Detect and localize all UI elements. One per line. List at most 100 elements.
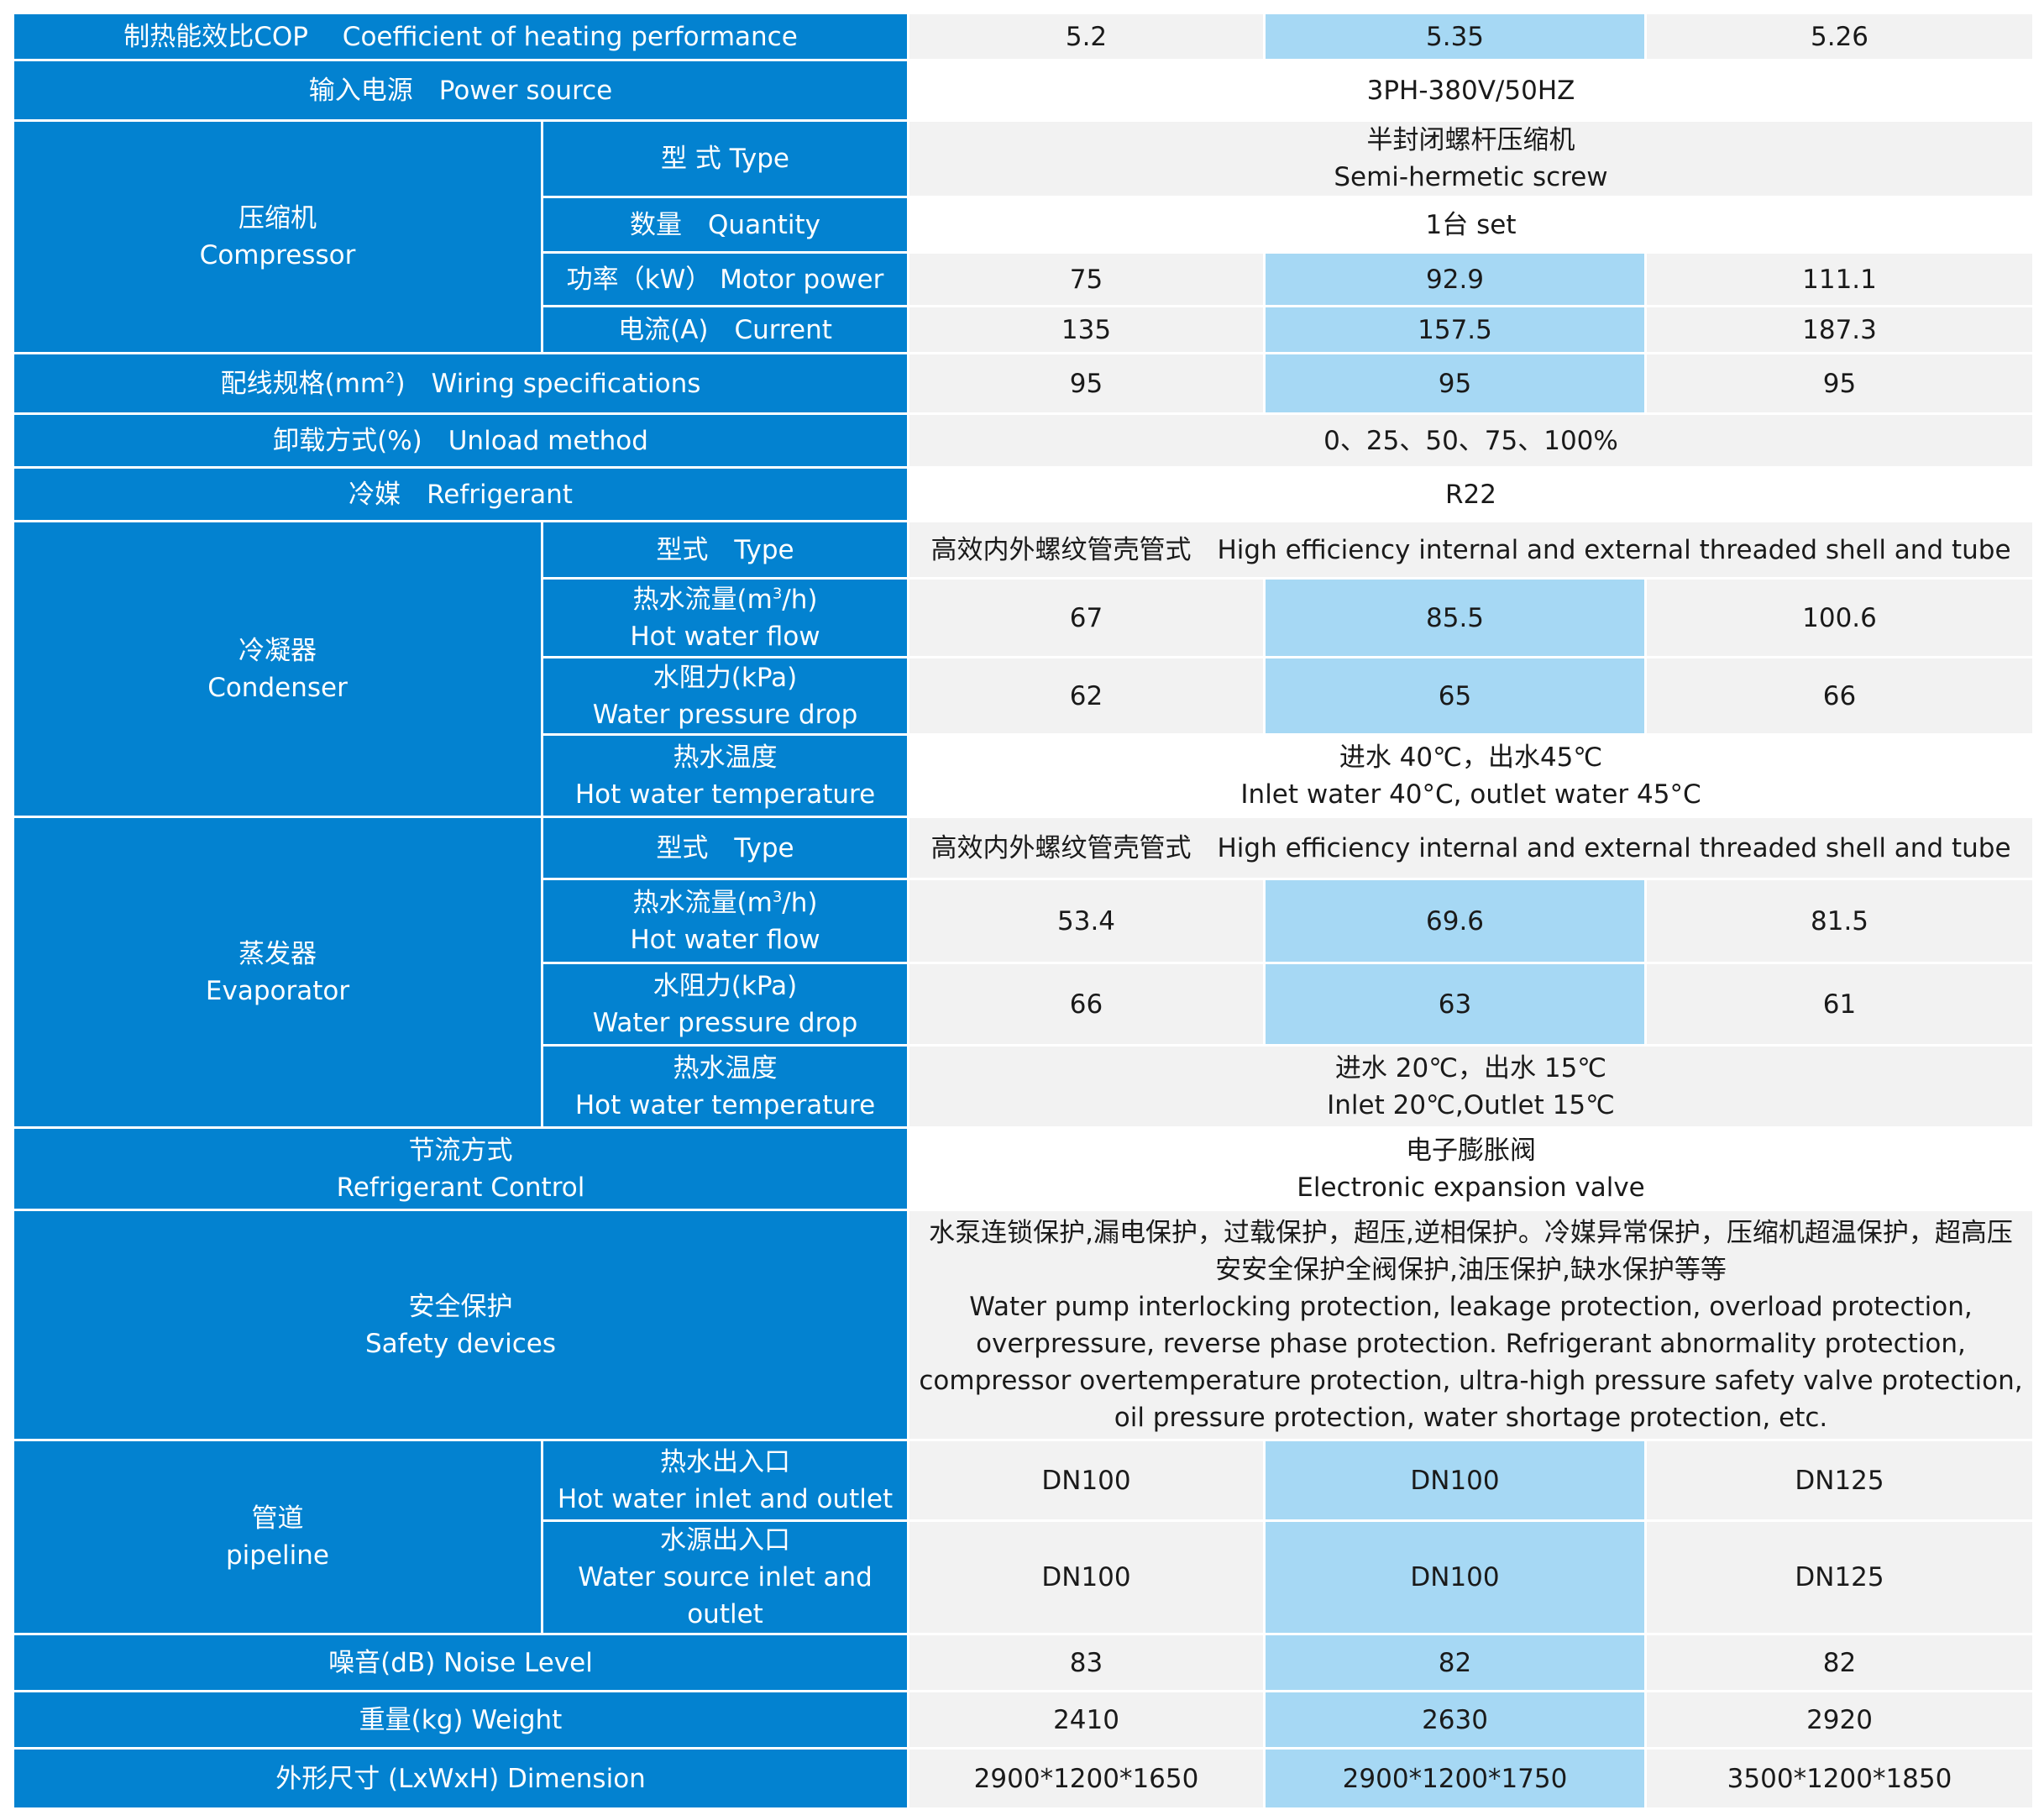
row-pipeline-water-source: 水源出入口 Water source inlet and outlet DN10… (13, 1519, 2036, 1635)
pipeline-water-source-label-cn: 水源出入口 (660, 1525, 790, 1556)
evaporator-flow-value-3: 81.5 (1644, 878, 2036, 964)
condenser-label-cn: 冷凝器 (238, 635, 317, 666)
pipeline-hot-water-value-2: DN100 (1263, 1439, 1648, 1522)
cop-value-1: 5.2 (907, 12, 1266, 61)
compressor-quantity-value: 1台 set (907, 196, 2036, 254)
evaporator-temperature-value-cn: 进水 20℃，出水 15℃ (1334, 1052, 1607, 1083)
pipeline-water-source-value-3: DN125 (1644, 1519, 2036, 1635)
pipeline-hot-water-value-1: DN100 (907, 1439, 1266, 1522)
row-refrigerant: 冷媒 Refrigerant R22 (11, 466, 2036, 522)
row-wiring: 配线规格(mm2) Wiring specifications 95 95 95 (11, 352, 2036, 415)
safety-label-en: Safety devices (365, 1328, 556, 1359)
row-compressor-quantity: 数量 Quantity 1台 set (13, 196, 2036, 254)
condenser-flow-label-pre: 热水流量(m (632, 584, 773, 615)
condenser-flow-value-3: 100.6 (1644, 577, 2036, 658)
row-current: 电流(A) Current 135 157.5 187.3 (13, 305, 2036, 354)
condenser-pressure-value-3: 66 (1644, 656, 2036, 736)
pipeline-water-source-value-1: DN100 (907, 1519, 1266, 1635)
safety-label-cn: 安全保护 (408, 1291, 513, 1322)
row-condenser-pressure: 水阻力(kPa) Water pressure drop 62 65 66 (13, 656, 2036, 736)
row-evaporator-temperature: 热水温度 Hot water temperature 进水 20℃，出水 15℃… (13, 1044, 2036, 1129)
evaporator-flow-value-2: 69.6 (1263, 878, 1648, 964)
cop-value-3: 5.26 (1644, 12, 2036, 61)
compressor-type-label: 型 式 Type (540, 119, 910, 198)
row-safety: 安全保护 Safety devices 水泵连锁保护,漏电保护，过载保护，超压,… (11, 1209, 2036, 1441)
row-dimension: 外形尺寸 (LxWxH) Dimension 2900*1200*1650 29… (11, 1747, 2036, 1810)
wiring-value-3: 95 (1644, 352, 2036, 415)
power-source-label: 输入电源 Power source (11, 59, 910, 122)
pipeline-water-source-label: 水源出入口 Water source inlet and outlet (540, 1519, 910, 1635)
pipeline-label-en: pipeline (226, 1540, 329, 1571)
current-value-1: 135 (907, 305, 1266, 354)
condenser-flow-label-en: Hot water flow (630, 621, 820, 652)
row-compressor-type: 压缩机 Compressor 型 式 Type 半封闭螺杆压缩机 Semi-he… (12, 119, 2036, 354)
throttle-label: 节流方式 Refrigerant Control (11, 1126, 910, 1211)
row-condenser-type: 冷凝器 Condenser 型式 Type 高效内外螺纹管壳管式 High ef… (12, 520, 2036, 818)
cop-label: 制热能效比COP Coefficient of heating performa… (11, 12, 910, 61)
evaporator-temperature-label-cn: 热水温度 (673, 1052, 778, 1083)
evaporator-flow-label-post: /h) (782, 887, 818, 918)
throttle-label-en: Refrigerant Control (336, 1172, 585, 1203)
condenser-temperature-value: 进水 40℃，出水45℃ Inlet water 40°C, outlet wa… (907, 733, 2036, 818)
condenser-flow-label-cn: 热水流量(m3/h) (548, 581, 902, 618)
row-pipeline-hot-water: 管道 pipeline 热水出入口 Hot water inlet and ou… (12, 1439, 2036, 1635)
row-weight: 重量(kg) Weight 2410 2630 2920 (11, 1690, 2036, 1750)
wiring-label-sup: 2 (385, 369, 396, 387)
condenser-flow-value-1: 67 (907, 577, 1266, 658)
condenser-temperature-label-cn: 热水温度 (673, 742, 778, 773)
noise-value-2: 82 (1263, 1633, 1648, 1692)
motor-power-label: 功率（kW） Motor power (540, 251, 910, 307)
compressor-type-value: 半封闭螺杆压缩机 Semi-hermetic screw (907, 119, 2036, 198)
evaporator-pressure-label: 水阻力(kPa) Water pressure drop (540, 962, 910, 1047)
condenser-pressure-label: 水阻力(kPa) Water pressure drop (540, 656, 910, 736)
evaporator-flow-label: 热水流量(m3/h) Hot water flow (540, 878, 910, 964)
throttle-value-en: Electronic expansion valve (1297, 1172, 1645, 1203)
condenser-flow-label-sup: 3 (772, 585, 783, 603)
row-evaporator-pressure: 水阻力(kPa) Water pressure drop 66 63 61 (13, 962, 2036, 1047)
evaporator-label-en: Evaporator (205, 975, 350, 1006)
noise-label: 噪音(dB) Noise Level (11, 1633, 910, 1692)
compressor-label-en: Compressor (199, 240, 356, 270)
evaporator-flow-label-en: Hot water flow (630, 924, 820, 955)
compressor-quantity-label: 数量 Quantity (540, 196, 910, 254)
weight-value-2: 2630 (1263, 1690, 1648, 1750)
pipeline-hot-water-label-cn: 热水出入口 (660, 1446, 790, 1477)
current-label: 电流(A) Current (540, 305, 910, 354)
wiring-label-pre: 配线规格(mm (220, 368, 386, 399)
pipeline-label-cn: 管道 (251, 1503, 304, 1534)
evaporator-temperature-label: 热水温度 Hot water temperature (540, 1044, 910, 1129)
evaporator-label-cn: 蒸发器 (238, 938, 317, 969)
pipeline-hot-water-value-3: DN125 (1644, 1439, 2036, 1522)
condenser-temperature-label-en: Hot water temperature (574, 779, 876, 810)
row-power-source: 输入电源 Power source 3PH-380V/50HZ (11, 59, 2036, 122)
compressor-type-value-en: Semi-hermetic screw (1334, 162, 1608, 192)
condenser-temperature-value-en: Inlet water 40°C, outlet water 45°C (1240, 779, 1701, 810)
motor-power-value-2: 92.9 (1263, 251, 1648, 307)
evaporator-flow-label-sup: 3 (772, 888, 783, 906)
compressor-type-value-cn: 半封闭螺杆压缩机 (1366, 125, 1575, 155)
evaporator-temperature-value-en: Inlet 20℃,Outlet 15℃ (1327, 1089, 1615, 1120)
row-condenser-flow: 热水流量(m3/h) Hot water flow 67 85.5 100.6 (13, 577, 2036, 658)
row-motor-power: 功率（kW） Motor power 75 92.9 111.1 (13, 251, 2036, 307)
condenser-type-value: 高效内外螺纹管壳管式 High efficiency internal and … (907, 520, 2036, 580)
power-source-value: 3PH-380V/50HZ (907, 59, 2036, 122)
safety-label: 安全保护 Safety devices (11, 1209, 910, 1441)
evaporator-flow-value-1: 53.4 (907, 878, 1266, 964)
refrigerant-label: 冷媒 Refrigerant (11, 466, 910, 522)
condenser-flow-label-post: /h) (782, 584, 818, 615)
motor-power-value-3: 111.1 (1644, 251, 2036, 307)
wiring-value-1: 95 (907, 352, 1266, 415)
evaporator-label: 蒸发器 Evaporator (12, 816, 543, 1129)
dimension-label: 外形尺寸 (LxWxH) Dimension (11, 1747, 910, 1810)
noise-value-1: 83 (907, 1633, 1266, 1692)
row-evaporator-type: 蒸发器 Evaporator 型式 Type 高效内外螺纹管壳管式 High e… (12, 816, 2036, 1129)
cop-value-2: 5.35 (1263, 12, 1648, 61)
motor-power-value-1: 75 (907, 251, 1266, 307)
dimension-value-3: 3500*1200*1850 (1644, 1747, 2036, 1810)
compressor-label: 压缩机 Compressor (12, 119, 543, 354)
compressor-label-cn: 压缩机 (238, 203, 317, 233)
condenser-pressure-label-en: Water pressure drop (592, 699, 858, 730)
dimension-value-1: 2900*1200*1650 (907, 1747, 1266, 1810)
weight-value-3: 2920 (1644, 1690, 2036, 1750)
pipeline-hot-water-label-en: Hot water inlet and outlet (557, 1483, 894, 1514)
